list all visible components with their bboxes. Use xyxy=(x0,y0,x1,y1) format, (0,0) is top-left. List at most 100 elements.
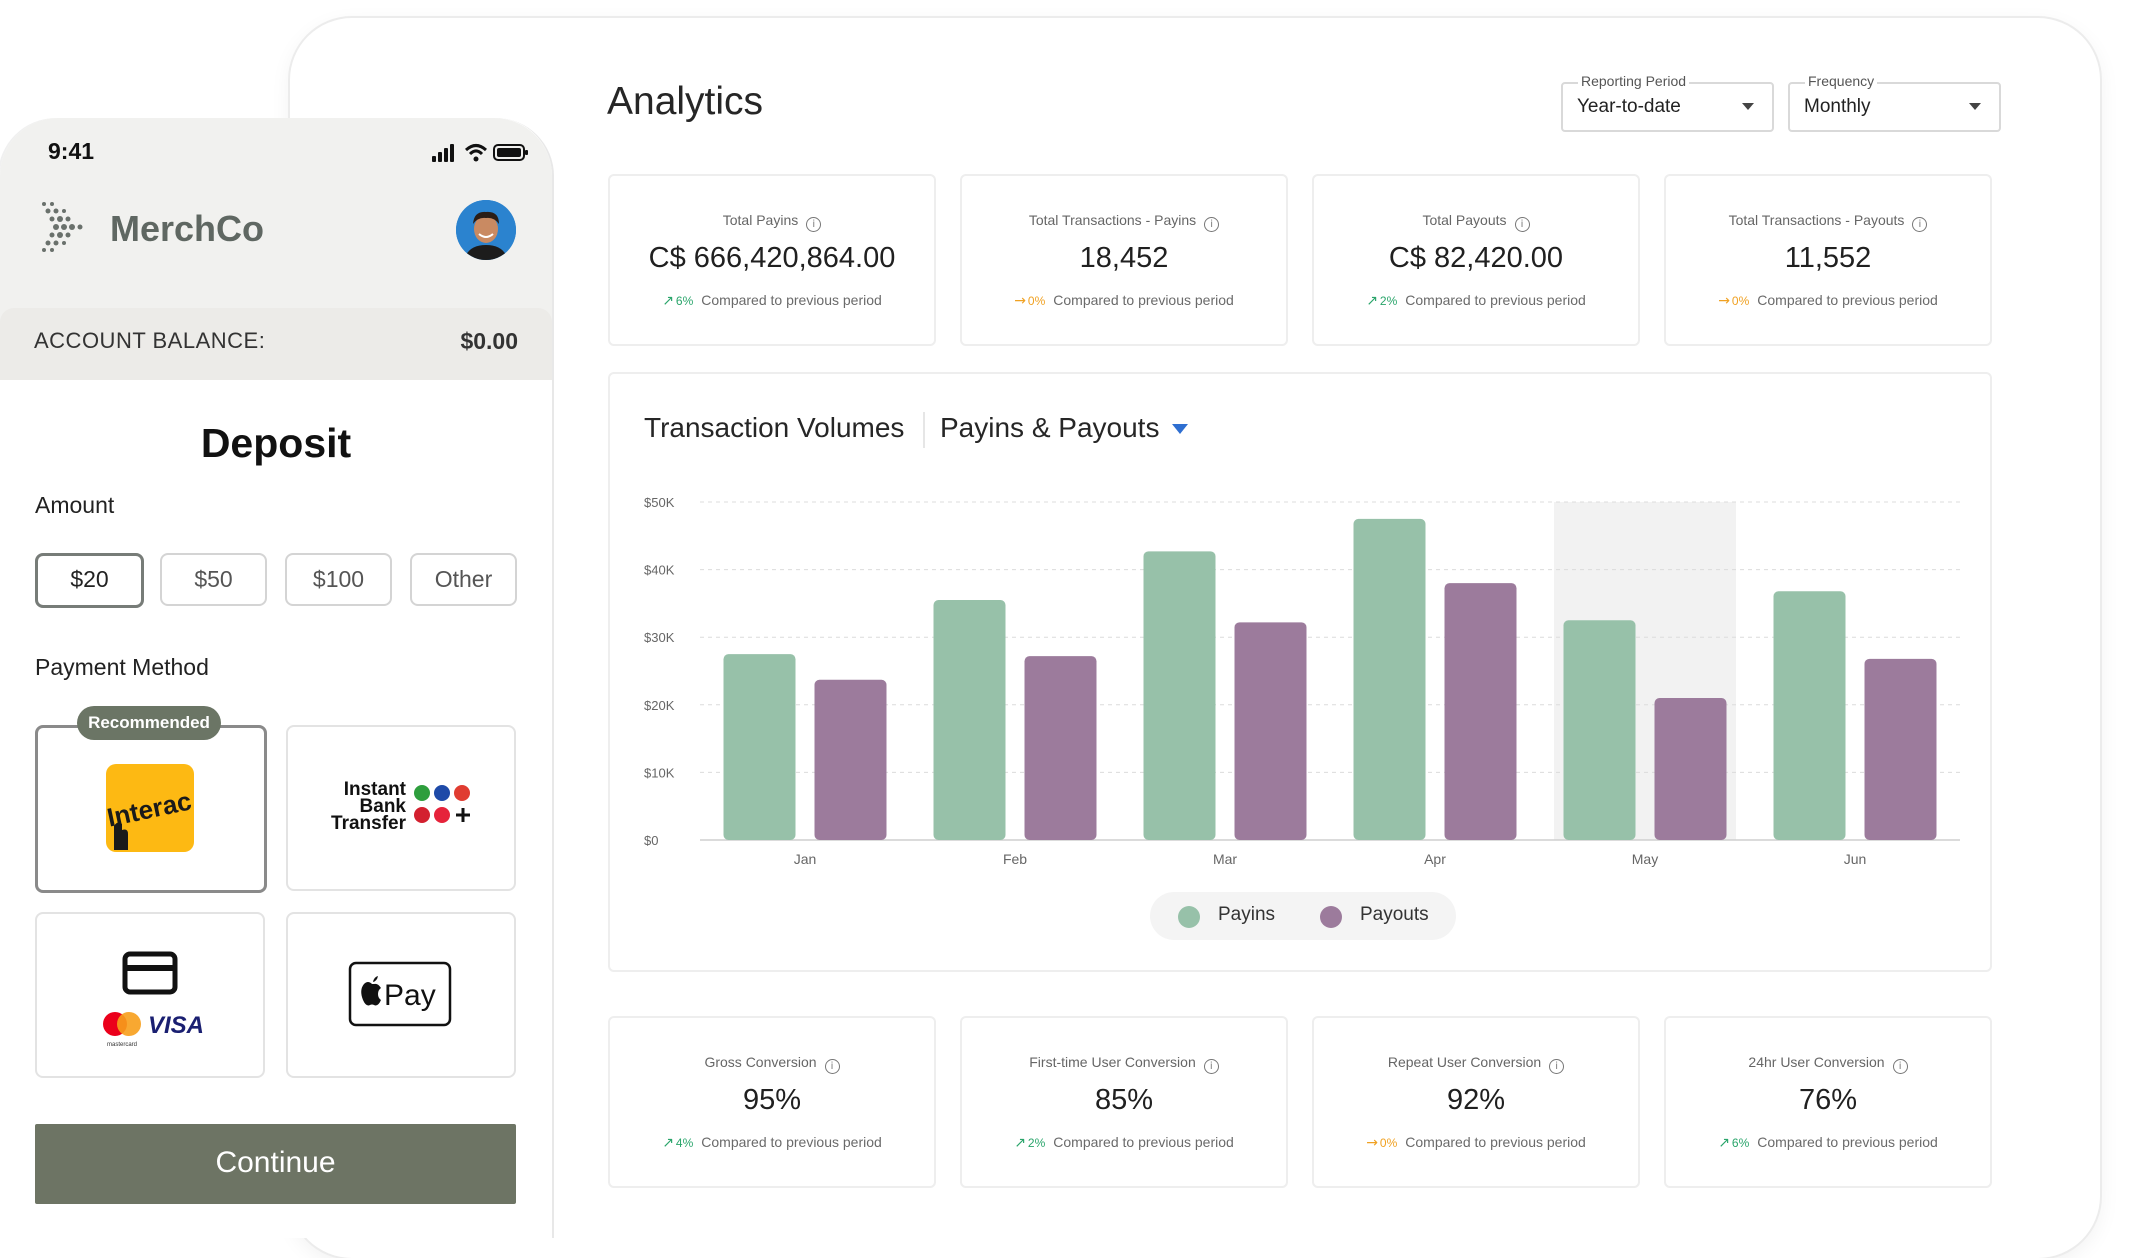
bar-payins-jan[interactable] xyxy=(723,654,796,840)
stat-label: Gross Conversion xyxy=(704,1054,817,1070)
payment-method-label: Payment Method xyxy=(35,654,209,680)
transaction-volumes-card: Transaction Volumes Payins & Payouts $0 $… xyxy=(608,372,1992,972)
bar-payouts-apr[interactable] xyxy=(1444,583,1517,840)
bar-payins-may[interactable] xyxy=(1563,620,1636,840)
y-tick-label: $40K xyxy=(644,563,675,578)
bar-payins-feb[interactable] xyxy=(933,600,1006,840)
amount-button-20[interactable]: $20 xyxy=(35,553,144,608)
status-bar-icons xyxy=(432,144,528,162)
x-tick-label: Mar xyxy=(1213,851,1237,867)
stat-card-first-time-conversion: First-time User Conversion i 85% ↗ 2% Compa… xyxy=(960,1016,1288,1188)
stat-pct: 6% xyxy=(1731,1136,1750,1150)
x-tick-label: Jan xyxy=(794,851,817,867)
frequency-label: Frequency xyxy=(1805,73,1878,89)
mastercard-wordmark: mastercard xyxy=(107,1042,137,1048)
phone-deposit-screen: 9:41 xyxy=(0,118,554,1238)
y-tick-label: $10K xyxy=(644,765,675,780)
stat-label: 24hr User Conversion xyxy=(1748,1054,1885,1070)
legend-item-payouts[interactable]: Payouts xyxy=(1320,904,1429,928)
chevron-down-icon xyxy=(1742,103,1754,110)
stat-compare: Compared to previous period xyxy=(1757,1134,1938,1150)
stat-value: 76% xyxy=(1798,1084,1858,1116)
info-icon[interactable]: i xyxy=(1912,217,1928,232)
x-tick-label: May xyxy=(1632,851,1658,867)
legend-label: Payins xyxy=(1218,904,1276,925)
legend-swatch xyxy=(1178,906,1200,928)
bar-payouts-may[interactable] xyxy=(1654,698,1727,840)
continue-button[interactable]: Continue xyxy=(35,1124,516,1204)
bar-payouts-feb[interactable] xyxy=(1024,656,1097,840)
stat-pct: 2% xyxy=(1027,1136,1046,1150)
amount-button-other[interactable]: Other xyxy=(410,553,517,606)
reporting-period-value: Year-to-date xyxy=(1577,96,1681,117)
bar-payouts-jun[interactable] xyxy=(1864,658,1937,840)
frequency-value: Monthly xyxy=(1804,96,1871,117)
bank-logos-icon xyxy=(414,785,470,823)
reporting-period-select[interactable]: Reporting Period Year-to-date xyxy=(1561,73,1774,132)
trend-flat-icon: → xyxy=(1366,1135,1378,1151)
stat-pct: 4% xyxy=(675,1136,694,1150)
bar-payins-apr[interactable] xyxy=(1353,518,1426,840)
info-icon[interactable]: i xyxy=(1549,1059,1565,1074)
chart-series-select[interactable]: Payins & Payouts xyxy=(940,412,1160,443)
bar-chart: $0 $10K $20K $30K $40K $50K Jan Feb Mar Apr May Jun xyxy=(644,495,1960,867)
info-icon[interactable]: i xyxy=(1892,1059,1908,1074)
page-title: Analytics xyxy=(607,80,764,123)
amount-label: Amount xyxy=(35,492,115,518)
payment-option-bank-transfer[interactable]: Instant Bank Transfer xyxy=(286,725,516,891)
stat-pct: 0% xyxy=(1731,294,1750,308)
payment-option-interac[interactable]: Interac xyxy=(35,725,267,893)
battery-icon xyxy=(493,144,528,161)
legend-item-payins[interactable]: Payins xyxy=(1178,904,1276,928)
info-icon[interactable]: i xyxy=(1203,1059,1219,1074)
stat-value: 11,552 xyxy=(1784,242,1872,274)
stat-card-gross-conversion: Gross Conversion i 95% ↗ 4% Compared to pre… xyxy=(608,1016,936,1188)
bar-payouts-jan[interactable] xyxy=(814,679,887,840)
trend-flat-icon: → xyxy=(1718,293,1730,309)
x-tick-label: Feb xyxy=(1003,851,1027,867)
chart-title: Transaction Volumes xyxy=(644,412,905,443)
avatar[interactable] xyxy=(456,200,516,260)
bar-payouts-mar[interactable] xyxy=(1234,622,1307,840)
y-tick-label: $0 xyxy=(644,833,658,848)
phone-header: 9:41 xyxy=(0,118,552,380)
stat-compare: Compared to previous period xyxy=(1405,1134,1586,1150)
info-icon[interactable]: i xyxy=(1204,217,1220,232)
amount-button-100[interactable]: $100 xyxy=(285,553,392,606)
stat-card-repeat-conversion: Repeat User Conversion i 92% → 0% Compared … xyxy=(1312,1016,1640,1188)
info-icon[interactable]: i xyxy=(1514,217,1530,232)
status-time: 9:41 xyxy=(48,138,95,164)
amount-button-50[interactable]: $50 xyxy=(160,553,267,606)
stat-value: 18,452 xyxy=(1079,242,1169,274)
stat-card-transactions-payins: Total Transactions - Payins i 18,452 → 0% C… xyxy=(960,174,1288,346)
balance-bar xyxy=(0,308,552,380)
stat-pct: 2% xyxy=(1379,294,1398,308)
payment-option-apple-pay[interactable]: Pay xyxy=(286,912,516,1078)
stat-value: 92% xyxy=(1446,1084,1506,1116)
stat-label: Total Transactions - Payouts xyxy=(1728,212,1905,228)
visa-wordmark: VISA xyxy=(148,1012,204,1039)
stat-card-24hr-conversion: 24hr User Conversion i 76% ↗ 6% Compared to… xyxy=(1664,1016,1992,1188)
legend-label: Payouts xyxy=(1360,904,1429,925)
stat-value: 85% xyxy=(1094,1084,1154,1116)
trend-up-icon: ↗ xyxy=(662,293,674,309)
apple-pay-wordmark: Pay xyxy=(384,979,436,1012)
payment-option-card[interactable]: mastercard VISA xyxy=(35,912,265,1078)
y-tick-label: $20K xyxy=(644,698,675,713)
bar-payins-mar[interactable] xyxy=(1143,551,1216,840)
stat-compare: Compared to previous period xyxy=(1757,292,1938,308)
deposit-title: Deposit xyxy=(200,420,352,466)
x-tick-label: Apr xyxy=(1424,851,1446,867)
user-avatar-icon xyxy=(456,200,516,260)
bar-payins-jun[interactable] xyxy=(1773,591,1846,840)
card-payment-icon: mastercard VISA xyxy=(103,951,204,1048)
stat-value: C$ 82,420.00 xyxy=(1388,242,1564,274)
caret-down-icon[interactable] xyxy=(1172,424,1188,434)
info-icon[interactable]: i xyxy=(824,1059,840,1074)
frequency-select[interactable]: Frequency Monthly xyxy=(1788,73,2001,132)
merchco-logo-icon xyxy=(42,202,83,252)
info-icon[interactable]: i xyxy=(806,217,822,232)
trend-up-icon: ↗ xyxy=(662,1135,674,1151)
stat-card-total-payouts: Total Payouts i C$ 82,420.00 ↗ 2% Compared … xyxy=(1312,174,1640,346)
bank-transfer-text: Instant Bank Transfer xyxy=(331,779,406,834)
